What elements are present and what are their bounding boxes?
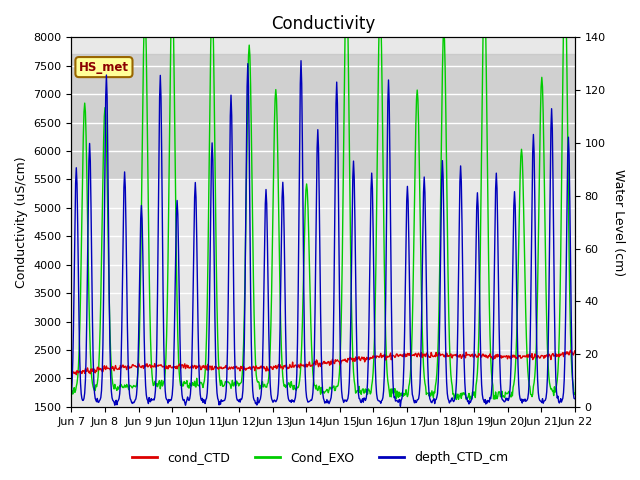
Text: HS_met: HS_met (79, 60, 129, 73)
Y-axis label: Water Level (cm): Water Level (cm) (612, 168, 625, 276)
Title: Conductivity: Conductivity (271, 15, 375, 33)
Y-axis label: Conductivity (uS/cm): Conductivity (uS/cm) (15, 156, 28, 288)
Bar (72, 54, 575, 180)
Legend: cond_CTD, Cond_EXO, depth_CTD_cm: cond_CTD, Cond_EXO, depth_CTD_cm (127, 446, 513, 469)
